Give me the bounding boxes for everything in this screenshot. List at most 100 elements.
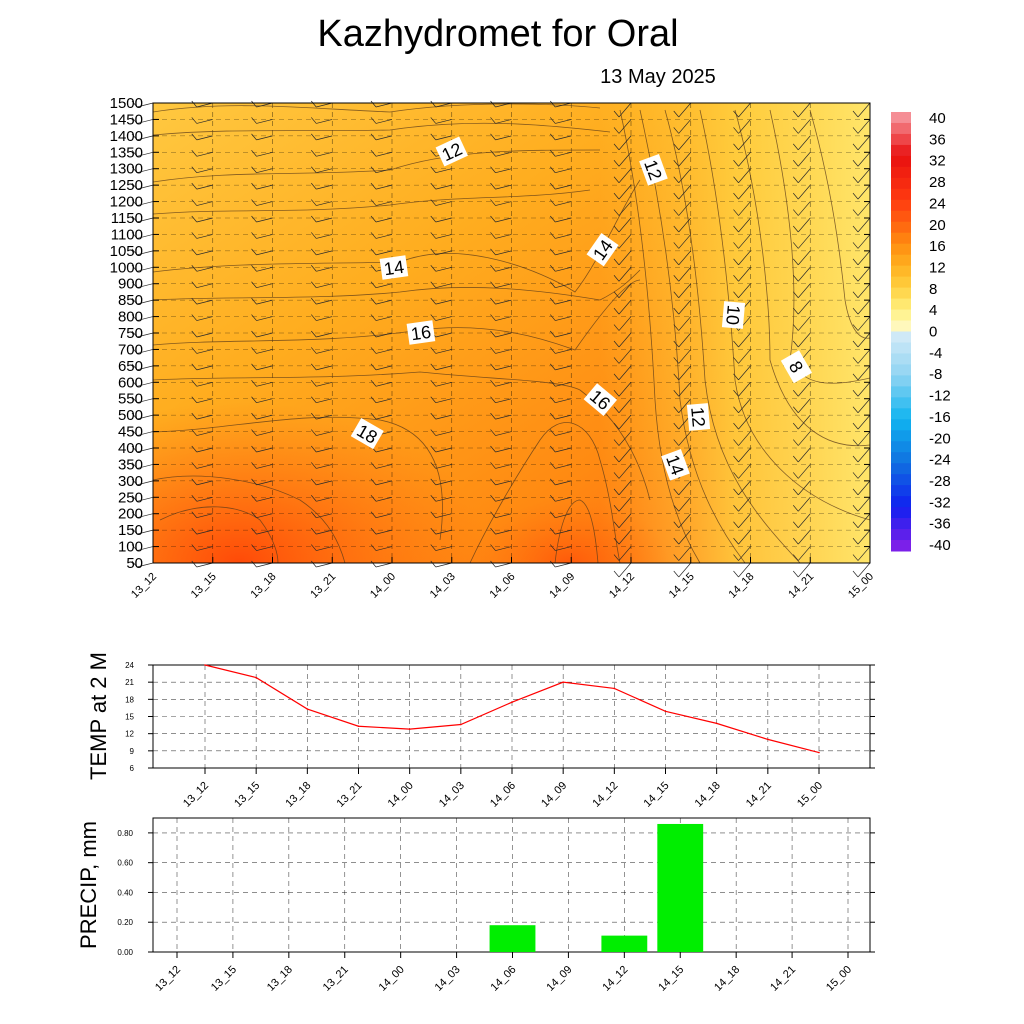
wind-barb-staff [797,234,811,249]
wind-barb-staff [678,480,692,496]
wind-barb [310,100,333,108]
wind-barb-flag [673,357,680,364]
wind-barb-staff [375,365,393,371]
wind-barb-staff [136,151,154,157]
wind-barb-flag [673,422,680,430]
wind-barb-flag [490,347,496,354]
wind-barb-flag [131,380,138,387]
isotherm-line [152,279,641,351]
heatmap-ytick-label: 1050 [110,243,143,260]
wind-barb-staff [495,414,512,420]
wind-barb-flag [792,209,799,216]
wind-barb-flag [310,150,317,157]
wind-barb-flag [131,544,138,551]
wind-barb-staff [738,217,751,233]
wind-barb [370,462,393,469]
wind-barb-flag [251,527,257,535]
wind-barb-flag [490,560,496,568]
heatmap-xtick-label: 14_15 [667,571,697,601]
wind-barb-flag [490,396,496,403]
heatmap-xtick-label: 14_03 [428,571,458,601]
wind-barb-flag [430,117,437,124]
wind-barb-staff [375,102,393,108]
wind-barb-staff [196,201,213,206]
wind-barb [733,135,751,151]
colorbar-segment [891,485,911,497]
wind-barb-staff [316,513,333,519]
wind-barb [733,349,751,364]
wind-barb [792,250,811,266]
wind-barb-flag [191,478,198,486]
wind-barb [733,217,751,233]
contour-label: 8 [780,350,813,384]
wind-barb [792,234,811,249]
wind-barb-flag [310,166,317,173]
wind-barb-staff [857,447,871,463]
wind-barb-flag [733,373,739,381]
wind-barb-flag [733,521,739,528]
wind-barb-flag [673,373,680,381]
wind-barb-flag [251,232,257,239]
wind-barb-staff [375,299,393,305]
wind-barb-flag [673,209,680,216]
wind-barb-staff [555,513,572,519]
wind-barb [549,347,572,354]
colorbar-segment [891,397,911,409]
wind-barb-staff [495,464,512,469]
wind-barb-staff [555,496,572,502]
wind-barb [733,562,751,578]
wind-barb-flag [673,258,680,266]
wind-barb-staff [196,316,213,321]
wind-barb [490,117,512,124]
wind-barb [430,544,452,551]
wind-barb [310,215,333,223]
colorbar-tick-label: 32 [929,153,946,170]
heatmap-ytick-label: 50 [126,555,143,572]
wind-barb-staff [375,349,393,354]
wind-barb-staff [375,414,393,420]
wind-barb-staff [738,184,751,200]
wind-barb-flag [673,521,680,528]
wind-barb [673,431,692,446]
wind-barb-flag [251,314,257,321]
colorbar-tick-label: 16 [929,238,946,255]
wind-barb [490,544,512,551]
wind-barb-flag [370,232,377,239]
wind-barb-flag [490,232,496,239]
wind-barb-flag [733,160,739,167]
wind-barb-staff [495,349,512,354]
wind-barb-staff [196,480,213,486]
wind-barb-staff [618,168,632,183]
wind-barb-flag [430,412,437,420]
wind-barb-flag [430,166,437,173]
isotherm-line [469,422,621,564]
wind-barb-flag [792,143,799,151]
wind-barb-flag [852,570,859,578]
wind-barb [852,184,871,200]
wind-barb-flag [549,462,556,469]
wind-barb-staff [316,529,333,535]
wind-barb [613,365,632,381]
heatmap-y-axis: 5010015020025030035040045050055060065070… [110,95,870,572]
wind-barb-staff [136,431,154,436]
wind-barb [613,513,632,528]
wind-barb-flag [549,396,556,403]
wind-barb-staff [375,546,393,551]
heatmap-ytick-label: 300 [118,473,143,490]
wind-barb [490,478,512,486]
wind-barb-flag [310,511,317,518]
wind-barb-flag [792,537,799,545]
wind-barb-flag [852,242,859,249]
wind-barb-staff [256,102,273,108]
wind-barb-flag [310,314,317,321]
wind-barb [490,560,512,568]
wind-barb-flag [673,192,680,200]
wind-barb-staff [136,250,154,256]
wind-barb-staff [678,299,692,315]
wind-barb-flag [370,527,377,535]
wind-barb-flag [852,488,859,496]
wind-barb-staff [618,283,632,298]
wind-barb-staff [256,168,273,174]
wind-barb-flag [131,150,138,157]
wind-barb [613,480,632,496]
